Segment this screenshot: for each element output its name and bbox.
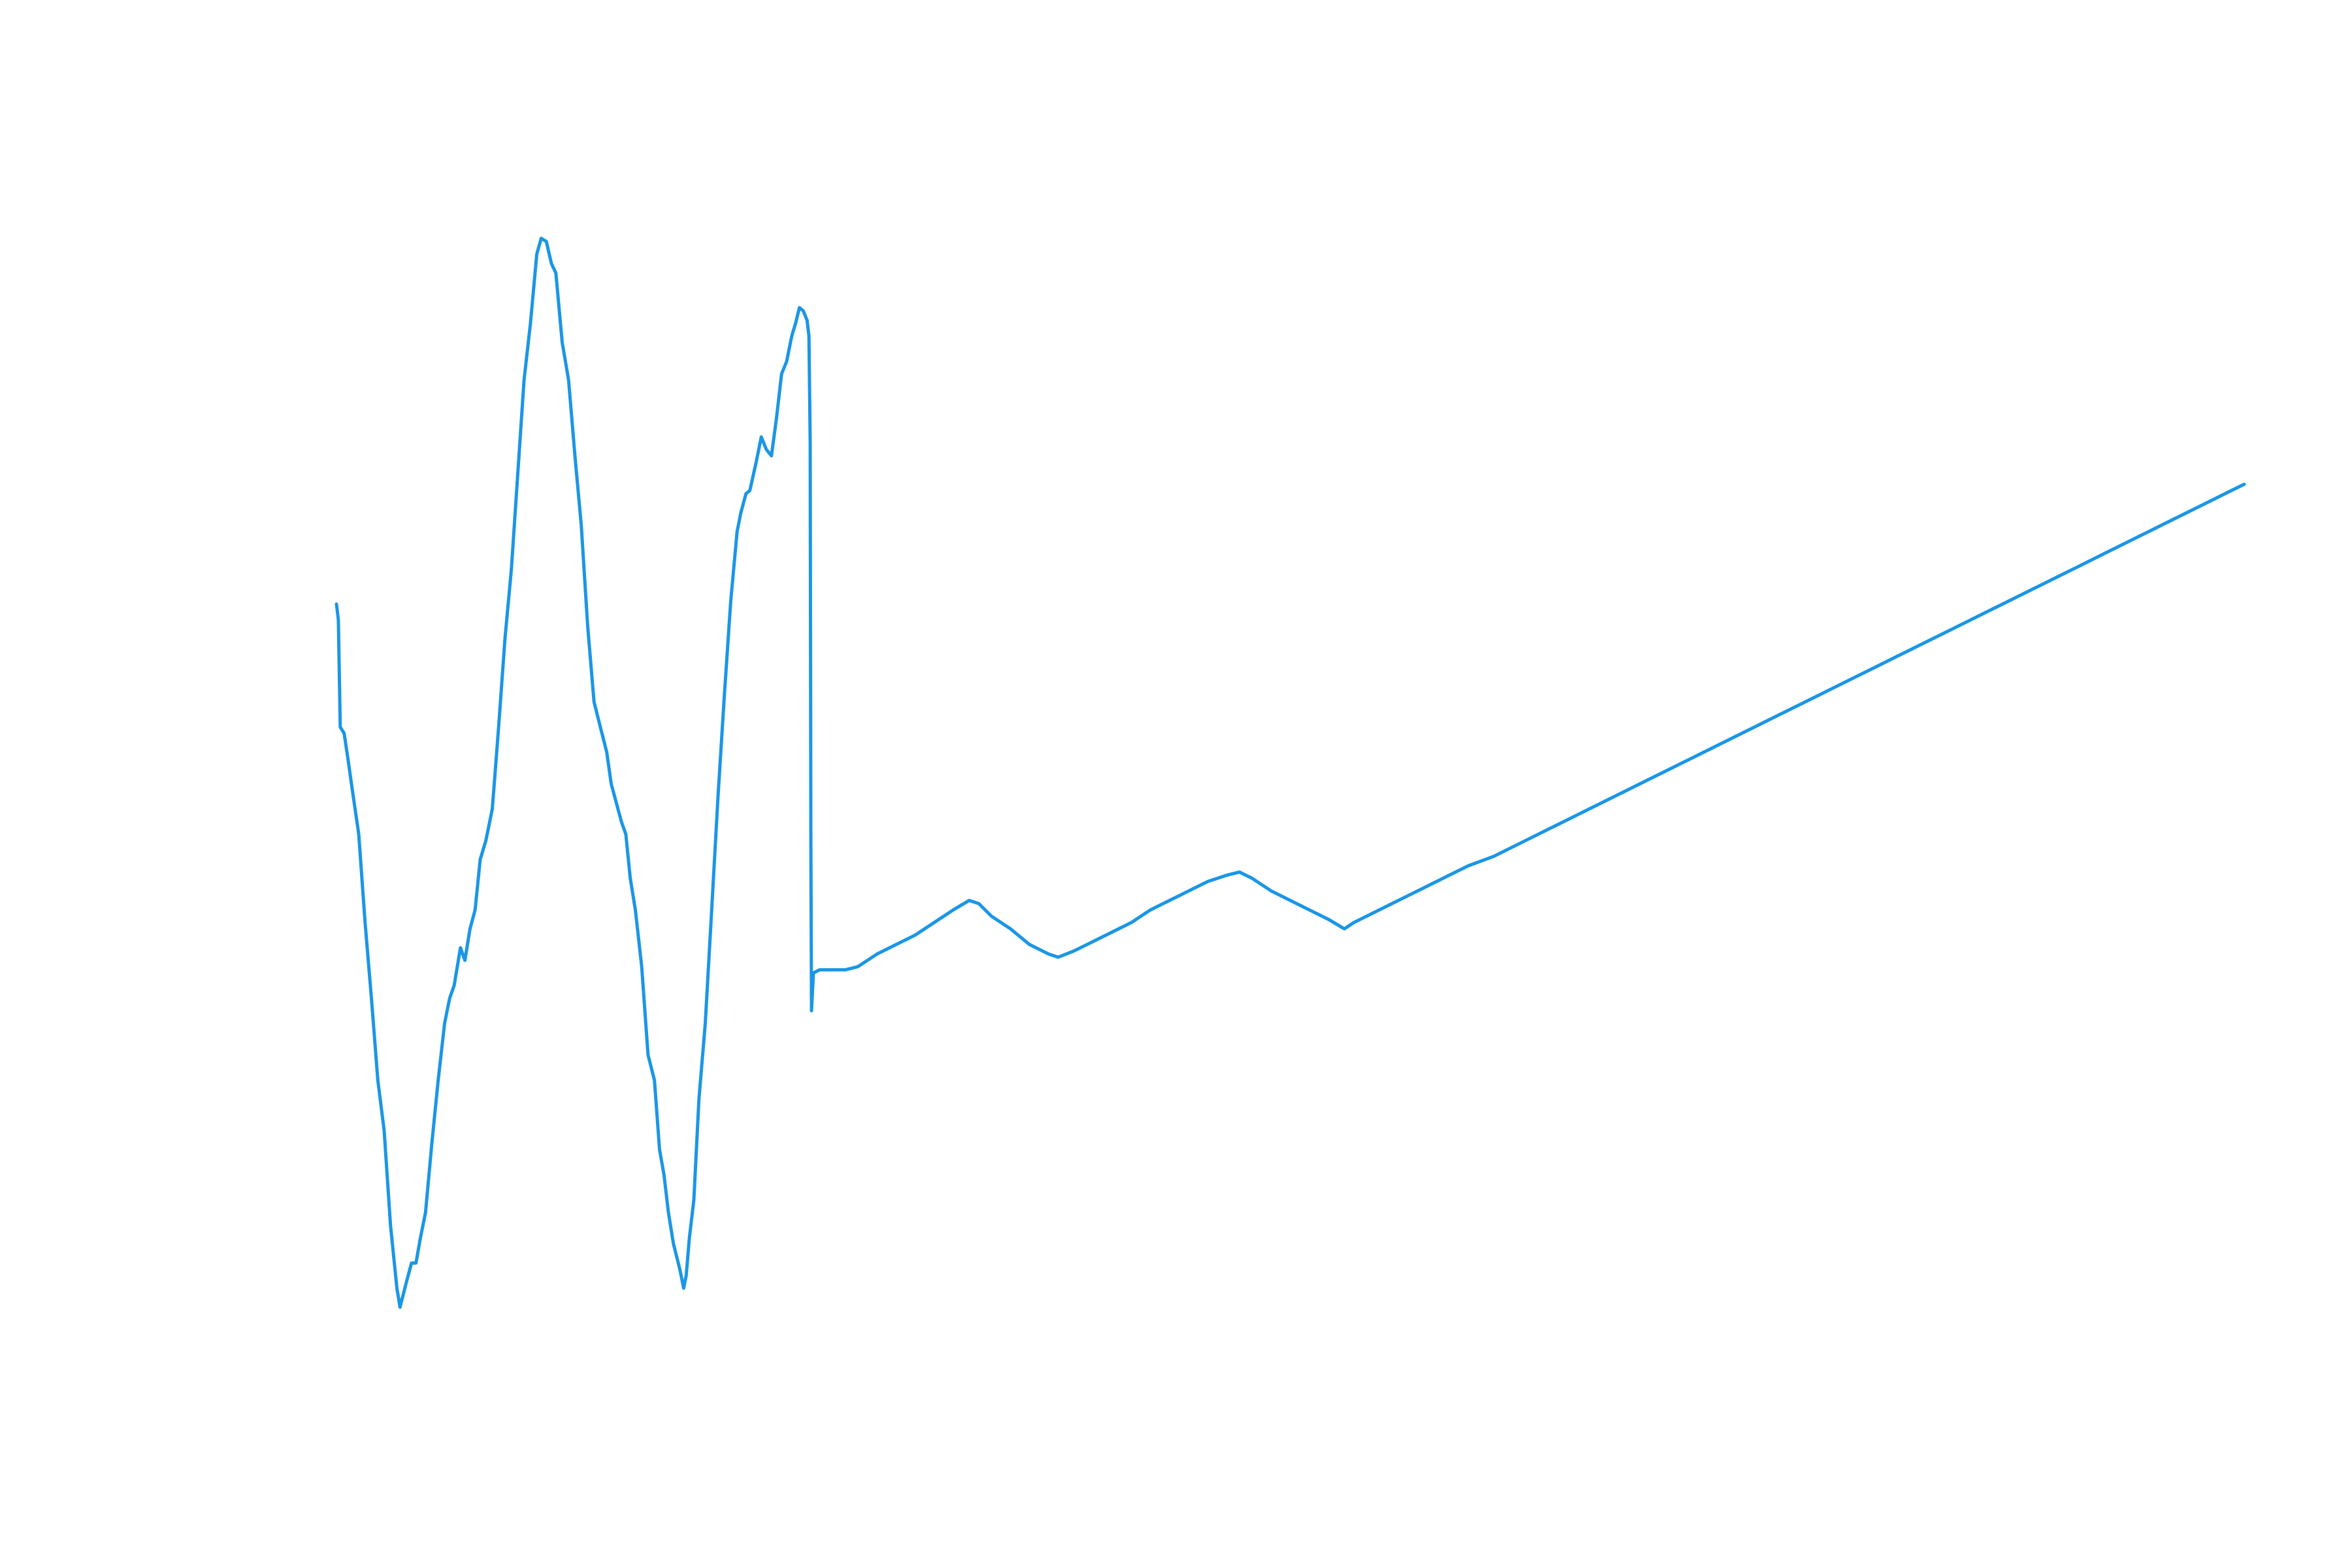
series-layer xyxy=(335,237,2246,1309)
series-line-0 xyxy=(335,237,2246,1309)
